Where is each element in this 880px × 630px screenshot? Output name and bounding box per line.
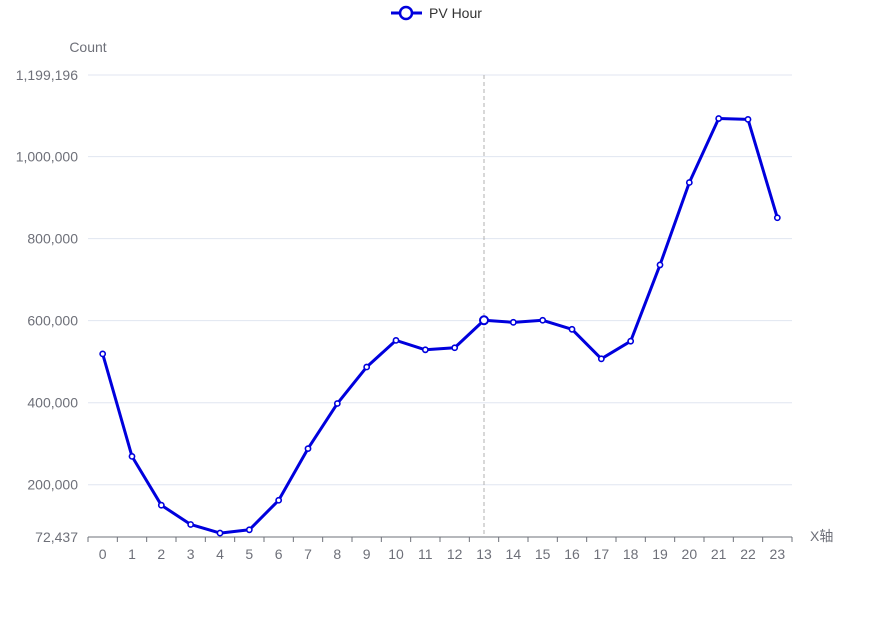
x-tick-label: 4 [216, 546, 224, 562]
x-tick-label: 1 [128, 546, 136, 562]
x-tick-label: 19 [652, 546, 668, 562]
data-point[interactable] [304, 445, 312, 453]
data-point[interactable] [744, 115, 752, 123]
legend-label: PV Hour [429, 5, 482, 21]
data-point[interactable] [597, 355, 605, 363]
data-point[interactable] [333, 400, 341, 407]
x-tick-label: 6 [275, 546, 283, 562]
data-point[interactable] [773, 214, 781, 222]
data-point[interactable] [392, 336, 400, 344]
x-tick-label: 11 [418, 546, 433, 562]
grid [88, 74, 792, 486]
x-tick-label: 0 [99, 546, 107, 562]
data-point[interactable] [451, 344, 459, 352]
data-point[interactable] [216, 529, 224, 537]
data-point[interactable] [157, 501, 165, 509]
x-tick-label: 3 [187, 546, 195, 562]
data-point[interactable] [539, 316, 547, 324]
x-tick-label: 8 [333, 546, 341, 562]
series-pv-hour[interactable] [99, 115, 781, 537]
legend[interactable]: PV Hour [391, 5, 482, 21]
data-point[interactable] [685, 179, 693, 186]
y-tick-label: 600,000 [27, 313, 78, 329]
x-tick-label: 22 [740, 546, 756, 562]
x-tick-label: 14 [506, 546, 522, 562]
data-point[interactable] [187, 521, 195, 528]
data-point[interactable] [627, 337, 635, 345]
data-point[interactable] [509, 318, 517, 326]
data-point[interactable] [421, 346, 429, 354]
data-point[interactable] [275, 496, 283, 504]
x-tick-label: 23 [770, 546, 786, 562]
x-tick-label: 2 [157, 546, 165, 562]
data-point[interactable] [715, 115, 723, 122]
x-axis: 0 1 2 3 4 5 6 7 8 9 10 11 12 13 14 15 16 17 18 19 20 21 22 23 [87, 536, 793, 562]
x-tick-label: 21 [711, 546, 727, 562]
data-point[interactable] [568, 325, 576, 333]
y-tick-label: 800,000 [27, 231, 78, 247]
y-tick-label: 1,199,196 [16, 67, 78, 83]
data-point[interactable] [128, 453, 136, 460]
x-axis-title: X轴 [810, 528, 833, 544]
legend-marker [398, 5, 414, 21]
x-tick-label: 9 [363, 546, 371, 562]
x-tick-label: 15 [535, 546, 551, 562]
y-tick-label: 1,000,000 [16, 149, 78, 165]
data-point[interactable] [363, 363, 371, 371]
y-tick-label: 72,437 [35, 529, 78, 545]
x-tick-label: 13 [476, 546, 492, 562]
data-point[interactable] [99, 350, 107, 358]
y-tick-label: 200,000 [27, 477, 78, 493]
data-point[interactable] [479, 315, 489, 326]
x-tick-label: 18 [623, 546, 639, 562]
x-tick-label: 5 [245, 546, 253, 562]
data-point[interactable] [656, 261, 664, 269]
x-tick-label: 16 [564, 546, 580, 562]
y-axis: 72,437 200,000 400,000 600,000 800,000 1,000,… [16, 67, 79, 545]
x-tick-label: 20 [682, 546, 698, 562]
x-tick-label: 12 [447, 546, 463, 562]
y-axis-title: Count [69, 39, 106, 55]
x-tick-label: 17 [594, 546, 610, 562]
data-point[interactable] [245, 526, 253, 534]
x-tick-label: 10 [388, 546, 404, 562]
series-line [101, 117, 779, 535]
y-tick-label: 400,000 [27, 395, 78, 411]
x-tick-label: 7 [304, 546, 312, 562]
